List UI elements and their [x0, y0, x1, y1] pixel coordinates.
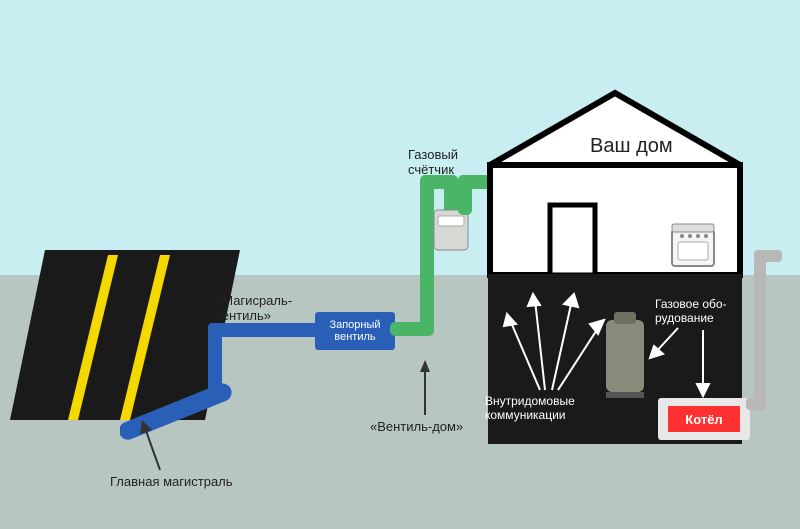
boiler-label: Котёл [685, 412, 722, 427]
house-valve-label: «Вентиль-дом» [370, 420, 463, 435]
arrows-indoor [500, 270, 620, 400]
boiler-frame: Котёл [658, 398, 750, 440]
arrows-equip [648, 324, 748, 404]
boiler: Котёл [668, 406, 740, 432]
gas-equip-label: Газовое обо- рудование [655, 298, 727, 326]
shutoff-valve-box: Запорный вентиль [315, 312, 395, 350]
exhaust-pipe [746, 238, 786, 418]
house-label: Ваш дом [590, 135, 673, 158]
arrow-main-pipe [140, 420, 180, 475]
main-pipe-label: Главная магистраль [110, 475, 233, 490]
meter-label: Газовый счётчик [408, 148, 458, 178]
stove-icon [668, 220, 718, 270]
main-valve-label: «Магисраль- вентиль» [215, 294, 292, 324]
house [480, 85, 770, 285]
shutoff-valve-text: Запорный вентиль [329, 319, 380, 343]
arrow-house-valve [410, 360, 440, 420]
